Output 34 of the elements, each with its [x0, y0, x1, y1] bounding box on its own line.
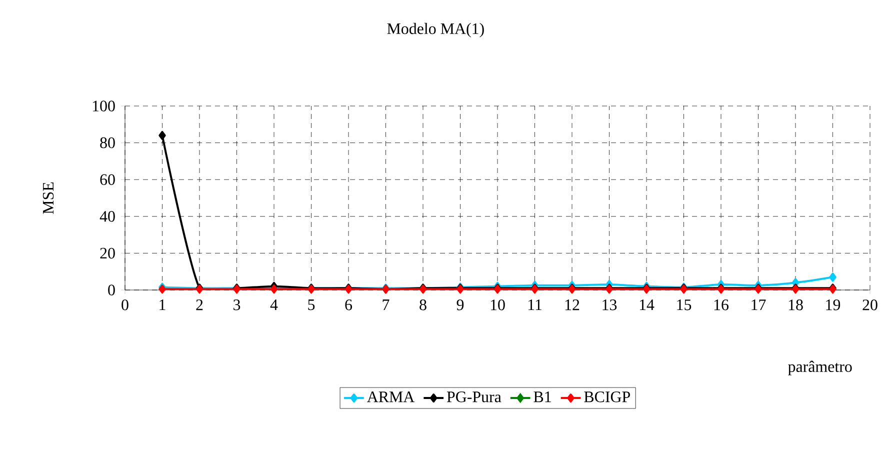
- y-tick-label: 80: [100, 137, 115, 148]
- chart-title: Modelo MA(1): [387, 22, 484, 38]
- x-tick-label: 3: [234, 300, 240, 310]
- x-tick-label: 12: [565, 300, 580, 310]
- legend-label: ARMA: [367, 392, 415, 402]
- x-axis-title: parâmetro: [788, 360, 852, 376]
- x-tick-label: 15: [677, 300, 692, 310]
- x-tick-label: 10: [490, 300, 505, 310]
- x-tick-label: 2: [196, 300, 203, 310]
- x-tick-label: 19: [826, 300, 840, 310]
- legend-label: B1: [534, 392, 551, 402]
- x-tick-label: 14: [640, 300, 654, 310]
- x-tick-label: 7: [382, 300, 390, 310]
- x-tick-label: 13: [602, 300, 617, 310]
- y-tick-label: 100: [92, 100, 115, 112]
- x-tick-label: 4: [270, 300, 278, 310]
- x-tick-label: 17: [752, 300, 766, 310]
- x-tick-label: 5: [308, 300, 315, 310]
- x-tick-label: 16: [714, 300, 729, 310]
- y-tick-label: 20: [100, 248, 115, 259]
- x-tick-label: 8: [420, 300, 426, 310]
- x-tick-label: 20: [862, 300, 878, 310]
- x-tick-label: 9: [456, 300, 464, 310]
- x-tick-label: 18: [788, 300, 803, 310]
- x-tick-label: 1: [160, 300, 166, 310]
- legend-label: BCIGP: [584, 392, 630, 402]
- x-tick-label: 0: [122, 300, 128, 310]
- y-axis-title: MSE: [42, 182, 54, 214]
- y-tick-label: 60: [100, 174, 115, 185]
- y-tick-label: 40: [100, 211, 115, 222]
- x-tick-label: 11: [528, 300, 542, 310]
- legend-label: PG-Pura: [446, 392, 502, 402]
- x-tick-label: 6: [345, 300, 352, 310]
- y-tick-label: 0: [108, 284, 115, 296]
